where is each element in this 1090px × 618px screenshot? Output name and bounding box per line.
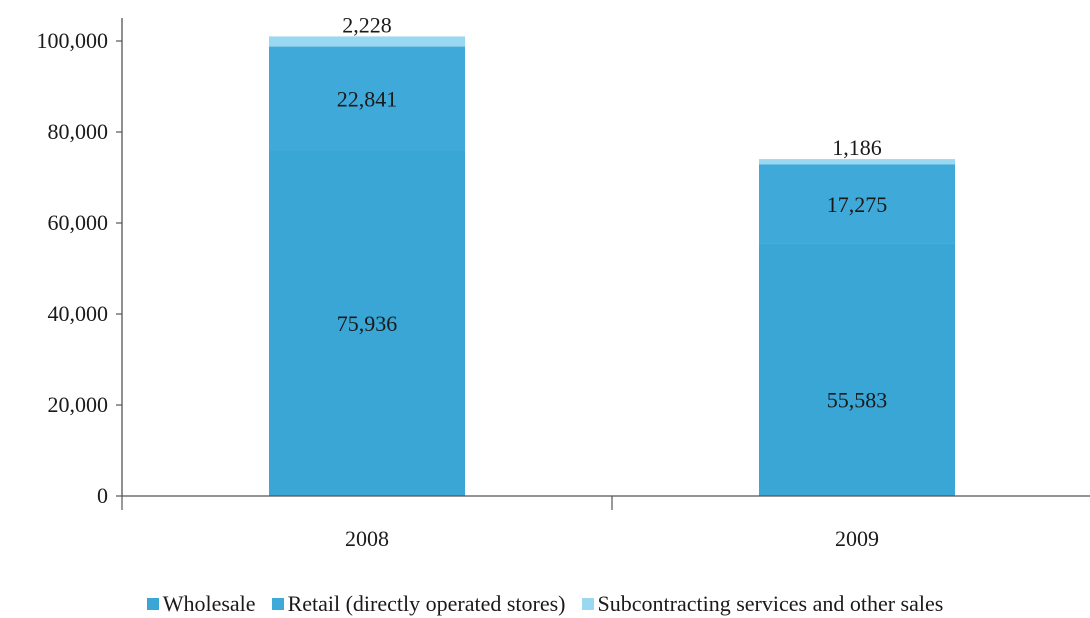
data-label: 75,936 bbox=[337, 311, 398, 336]
data-label: 2,228 bbox=[342, 12, 392, 37]
bar-segment bbox=[759, 164, 955, 244]
y-tick-label: 0 bbox=[97, 483, 108, 508]
axes-layer bbox=[121, 18, 1090, 497]
legend-item: Retail (directly operated stores) bbox=[271, 591, 566, 617]
legend-label: Wholesale bbox=[162, 591, 256, 616]
legend-label: Subcontracting services and other sales bbox=[597, 591, 944, 616]
x-axis-ticks: 2008 2009 bbox=[121, 496, 879, 551]
data-label: 22,841 bbox=[337, 87, 398, 112]
legend-swatch bbox=[146, 598, 159, 610]
y-tick-label: 40,000 bbox=[48, 301, 109, 326]
bars-layer bbox=[269, 36, 955, 496]
y-tick-label: 100,000 bbox=[37, 28, 109, 53]
bar-segment bbox=[269, 150, 465, 496]
y-tick-label: 80,000 bbox=[48, 119, 109, 144]
legend-label: Retail (directly operated stores) bbox=[287, 591, 566, 616]
data-label: 17,275 bbox=[827, 192, 888, 217]
legend-item: Subcontracting services and other sales bbox=[581, 591, 944, 617]
bar-segment bbox=[759, 159, 955, 165]
x-tick-label: 2009 bbox=[835, 526, 879, 551]
x-tick-label: 2008 bbox=[345, 526, 389, 551]
legend-swatch bbox=[581, 598, 594, 610]
bar-segment bbox=[269, 46, 465, 151]
y-axis-ticks: 0 20,000 40,000 60,000 80,000 100,000 bbox=[37, 28, 122, 508]
data-label: 55,583 bbox=[827, 388, 888, 413]
legend: Wholesale Retail (directly operated store… bbox=[0, 590, 1090, 618]
data-label: 1,186 bbox=[832, 135, 882, 160]
y-tick-label: 60,000 bbox=[48, 210, 109, 235]
data-labels-layer: 75,936 22,841 2,228 55,583 17,275 1,186 bbox=[337, 12, 888, 412]
legend-item: Wholesale bbox=[146, 591, 256, 617]
y-tick-label: 20,000 bbox=[48, 392, 109, 417]
legend-swatch bbox=[271, 598, 284, 610]
bar-segment bbox=[759, 243, 955, 496]
bar-segment bbox=[269, 36, 465, 47]
